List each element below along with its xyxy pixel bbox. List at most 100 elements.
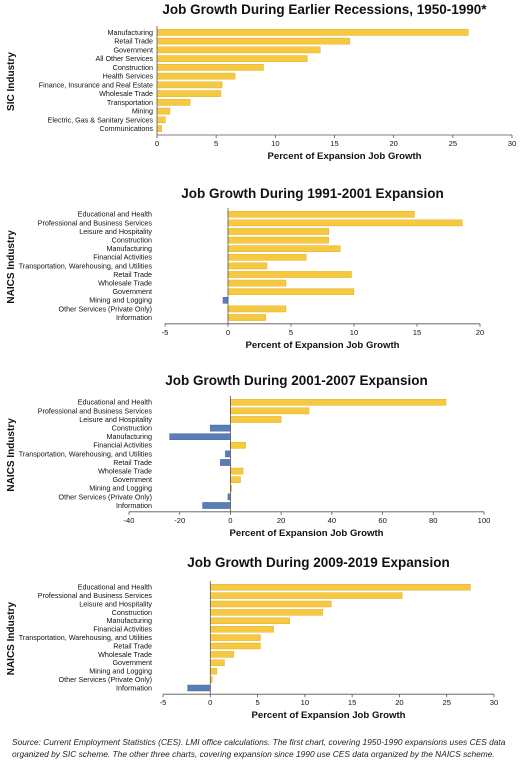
bar [227,262,268,270]
chart-panel-4: Job Growth During 2009-2019 Expansion NAI… [6,555,498,721]
bar [156,64,264,71]
source-note: Source: Current Employment Statistics (C… [12,737,506,759]
x-tick-label: 25 [449,139,457,148]
category-label: Government [112,287,152,296]
category-label: Retail Trade [113,458,152,467]
category-label: Other Services (Private Only) [59,304,152,313]
category-label: Professional and Business Services [38,218,153,227]
x-tick-label: 0 [226,328,230,337]
x-tick-label: 5 [289,328,293,337]
category-label: All Other Services [95,54,153,63]
bar [210,584,471,591]
bar [210,651,235,658]
chart-title: Job Growth During 1991-2001 Expansion [181,186,444,201]
y-axis-label: SIC Industry [6,52,17,111]
category-label: Wholesale Trade [98,279,152,288]
x-tick-label: 30 [508,139,516,148]
chart-title: Job Growth During 2001-2007 Expansion [165,373,428,388]
category-label: Government [112,658,152,667]
bar [225,450,231,458]
x-tick-label: 10 [271,139,279,148]
y-axis-label: NAICS Industry [6,230,17,304]
category-label: Construction [112,424,152,433]
bar [230,476,241,484]
bar [227,253,307,261]
category-label: Financial Activities [93,625,152,634]
bar [227,271,352,278]
x-axis-label: Percent of Expansion Job Growth [267,151,421,162]
x-tick-label: -20 [174,516,185,525]
bar [227,228,330,235]
x-tick-label: 0 [228,516,232,525]
chart-panel-2: Job Growth During 1991-2001 Expansion NAI… [6,186,484,351]
x-tick-label: 15 [413,328,421,337]
bar [156,55,308,62]
bar [156,37,351,45]
x-tick-label: 5 [214,139,218,148]
category-label: Professional and Business Services [38,406,153,415]
x-tick-label: 60 [378,516,386,525]
chart-panel-3: Job Growth During 2001-2007 Expansion NAI… [6,373,490,539]
category-label: Educational and Health [78,583,152,592]
x-tick-label: 80 [429,516,437,525]
category-label: Professional and Business Services [38,591,153,600]
x-tick-label: 20 [389,139,397,148]
x-tick-label: 10 [350,328,358,337]
x-tick-label: 0 [155,139,159,148]
category-label: Information [116,683,152,692]
x-axis-label: Percent of Expansion Job Growth [245,340,399,351]
bar [227,245,341,253]
category-label: Financial Activities [93,253,152,262]
category-label: Manufacturing [106,616,152,625]
category-label: Information [116,501,152,510]
category-label: Retail Trade [113,641,152,650]
x-tick-label: 20 [476,328,484,337]
category-label: Mining and Logging [89,484,152,493]
bar [227,210,415,218]
x-tick-label: 100 [478,516,491,525]
x-axis-label: Percent of Expansion Job Growth [229,528,383,539]
category-label: Construction [113,63,153,72]
category-label: Mining and Logging [89,667,152,676]
bar [227,305,287,313]
bar [156,116,166,124]
bar [156,72,236,80]
bar [227,288,355,296]
x-tick-label: 10 [301,698,309,707]
category-label: Finance, Insurance and Real Estate [39,80,153,89]
bar [210,617,290,624]
category-label: Leisure and Hospitality [79,227,152,236]
bar [210,659,225,666]
category-label: Retail Trade [114,37,153,46]
x-tick-label: 15 [348,698,356,707]
bar [156,29,469,36]
bar [156,81,223,89]
bar [210,634,261,641]
x-tick-label: 40 [328,516,336,525]
category-label: Leisure and Hospitality [79,415,152,424]
category-label: Educational and Health [78,210,152,219]
bar [156,125,162,132]
bar [227,279,287,287]
category-label: Electric, Gas & Sanitary Services [48,115,154,124]
bar [210,609,324,616]
category-label: Transportation, Warehousing, and Utiliti… [19,449,153,458]
x-tick-label: -40 [124,516,135,525]
bar [156,90,222,97]
category-label: Manufacturing [107,28,153,37]
category-label: Construction [112,608,152,617]
bar [227,314,266,321]
bar [210,592,403,599]
category-label: Mining [132,107,153,116]
chart-panel-1: Job Growth During Earlier Recessions, 19… [6,2,516,162]
bar [220,459,231,466]
x-tick-label: 15 [330,139,338,148]
category-label: Government [113,45,153,54]
category-label: Educational and Health [78,398,152,407]
bar [230,416,282,423]
bar [210,626,274,633]
chart-title: Job Growth During Earlier Recessions, 19… [162,2,487,17]
category-label: Transportation, Warehousing, and Utiliti… [19,261,153,270]
category-label: Communications [99,124,153,133]
